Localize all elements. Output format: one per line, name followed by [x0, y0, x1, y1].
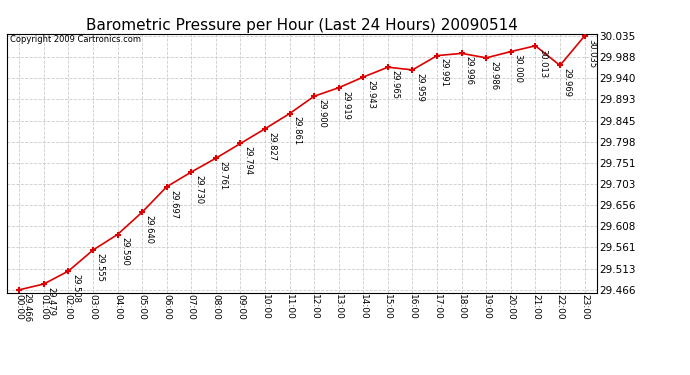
Text: 29.555: 29.555 — [96, 253, 105, 282]
Text: 29.508: 29.508 — [71, 274, 80, 303]
Text: 29.900: 29.900 — [317, 99, 326, 128]
Text: 29.466: 29.466 — [22, 292, 31, 322]
Text: 29.640: 29.640 — [145, 215, 154, 244]
Text: 30.013: 30.013 — [538, 49, 547, 78]
Title: Barometric Pressure per Hour (Last 24 Hours) 20090514: Barometric Pressure per Hour (Last 24 Ho… — [86, 18, 518, 33]
Text: 29.969: 29.969 — [563, 68, 572, 97]
Text: 29.943: 29.943 — [366, 80, 375, 109]
Text: 29.730: 29.730 — [194, 175, 203, 204]
Text: 30.035: 30.035 — [587, 39, 596, 68]
Text: 30.000: 30.000 — [513, 54, 522, 83]
Text: 29.861: 29.861 — [293, 116, 302, 146]
Text: 29.919: 29.919 — [342, 90, 351, 119]
Text: 29.761: 29.761 — [219, 161, 228, 190]
Text: 29.991: 29.991 — [440, 58, 449, 87]
Text: Copyright 2009 Cartronics.com: Copyright 2009 Cartronics.com — [10, 35, 141, 44]
Text: 29.959: 29.959 — [415, 73, 424, 102]
Text: 29.986: 29.986 — [489, 61, 498, 90]
Text: 29.827: 29.827 — [268, 132, 277, 160]
Text: 29.965: 29.965 — [391, 70, 400, 99]
Text: 29.794: 29.794 — [243, 146, 253, 175]
Text: 29.479: 29.479 — [46, 287, 56, 316]
Text: 29.996: 29.996 — [464, 56, 473, 85]
Text: 29.697: 29.697 — [170, 189, 179, 219]
Text: 29.590: 29.590 — [120, 237, 129, 266]
